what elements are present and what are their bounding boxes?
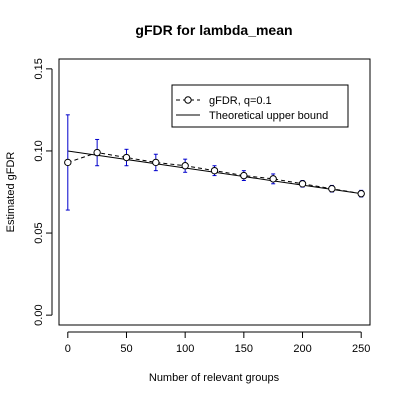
gfdr-point	[181, 162, 189, 170]
legend-label-gfdr: gFDR, q=0.1	[209, 95, 272, 107]
y-axis: 0.00 0.05 0.10 0.15	[33, 58, 53, 326]
plot-frame	[58, 58, 371, 326]
gfdr-point	[240, 171, 248, 180]
x-axis-label: Number of relevant groups	[149, 372, 280, 384]
gfdr-point	[328, 185, 336, 193]
gfdr-point	[269, 175, 277, 183]
y-tick-label: 0.05	[33, 222, 45, 243]
x-tick-label: 0	[65, 343, 71, 355]
gfdr-point	[357, 189, 365, 198]
legend-label-theoretical-bound: Theoretical upper bound	[209, 110, 328, 122]
x-tick-label: 200	[293, 343, 311, 355]
x-tick-label: 100	[176, 343, 194, 355]
y-tick-label: 0.15	[33, 58, 45, 79]
gfdr-point	[64, 158, 72, 167]
gfdr-point	[210, 166, 219, 175]
x-tick-label: 250	[352, 343, 370, 355]
gfdr-point	[298, 180, 307, 188]
y-tick-label: 0.10	[33, 140, 45, 161]
y-axis-label: Estimated gFDR	[5, 152, 17, 233]
x-tick-label: 150	[235, 343, 253, 355]
legend: gFDR, q=0.1 Theoretical upper bound	[171, 84, 349, 128]
x-tick-label: 50	[120, 343, 132, 355]
gfdr-point	[93, 148, 101, 157]
y-tick-label: 0.00	[33, 304, 45, 325]
legend-circle-marker	[184, 96, 192, 104]
legend-box	[171, 84, 349, 128]
series-layer	[64, 114, 365, 211]
chart-title: gFDR for lambda_mean	[135, 22, 292, 38]
gfdr-point	[152, 158, 160, 167]
x-axis: 0 50 100 150 200 250	[65, 331, 370, 355]
gfdr-point	[122, 153, 131, 162]
